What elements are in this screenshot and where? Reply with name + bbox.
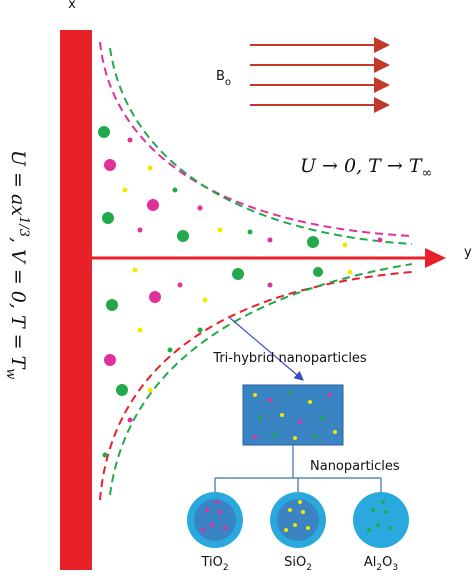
wall-main: U = ax xyxy=(7,150,29,216)
p1-main: SiO xyxy=(284,555,306,570)
pointer xyxy=(229,317,304,381)
wall-rest: , V = 0, T = T xyxy=(7,237,29,370)
field-arrows xyxy=(250,37,390,113)
branch-label: Nanoparticles xyxy=(310,459,400,474)
box-dots xyxy=(253,391,337,440)
p0-main: TiO xyxy=(200,555,222,570)
particle-label: Al2O3 xyxy=(364,555,398,573)
p2-main2: O xyxy=(382,555,392,570)
x-label: x xyxy=(68,0,76,12)
p0-sub: 2 xyxy=(223,563,229,573)
p1-sub: 2 xyxy=(306,563,312,573)
p2-sub2: 3 xyxy=(392,563,398,573)
y-arrowhead xyxy=(425,248,446,268)
wall xyxy=(60,30,92,570)
field-label: Bo xyxy=(216,69,231,88)
tree-lines xyxy=(214,445,382,492)
particle-label: TiO2 xyxy=(200,555,228,573)
nanoparticle-box xyxy=(242,384,344,446)
wall-sub: w xyxy=(3,368,18,379)
p2-sub: 2 xyxy=(376,563,382,573)
boundary-layers xyxy=(99,41,413,501)
wall-sup: 1/3 xyxy=(16,216,31,237)
particle-label: SiO2 xyxy=(284,555,312,573)
particles xyxy=(98,126,383,458)
far-main: U → 0, T → T xyxy=(300,155,423,177)
legend-title: Tri-hybrid nanoparticles xyxy=(212,351,367,366)
wall-condition: U = ax1/3, V = 0, T = Tw xyxy=(3,150,31,379)
far-sub: ∞ xyxy=(422,166,433,181)
p2-main: Al xyxy=(364,555,377,570)
far-field: U → 0, T → T∞ xyxy=(300,155,432,181)
y-label: y xyxy=(464,245,472,260)
field-main: B xyxy=(216,69,225,84)
field-sub: o xyxy=(225,77,231,88)
particle-circles xyxy=(187,492,409,548)
